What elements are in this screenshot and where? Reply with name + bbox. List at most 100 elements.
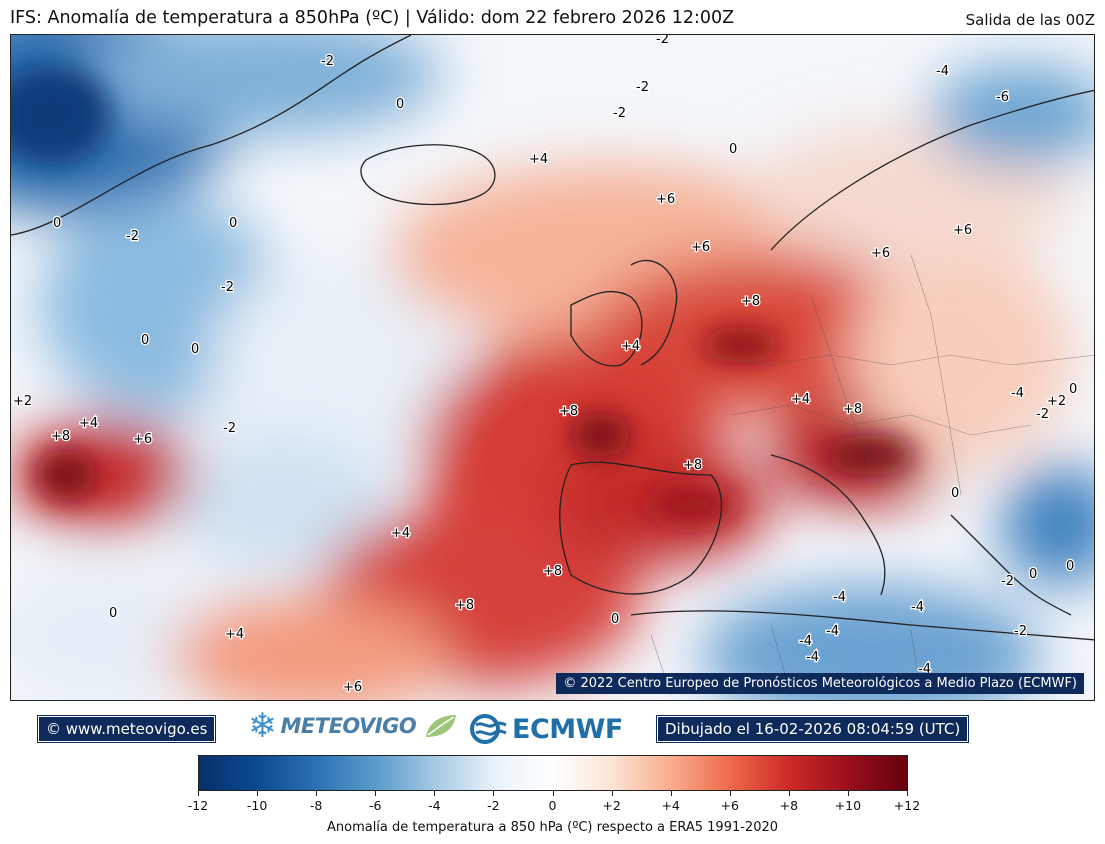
colorbar-tick-label: 0 bbox=[548, 798, 557, 813]
contour-label: -2 bbox=[636, 80, 649, 95]
colorbar-tick bbox=[552, 791, 554, 796]
contour-label: -4 bbox=[826, 624, 839, 639]
contour-label: -4 bbox=[799, 634, 812, 649]
colorbar-tick bbox=[493, 791, 495, 796]
contour-label: +4 bbox=[791, 392, 810, 407]
contour-label: +4 bbox=[391, 526, 410, 541]
contour-label: -2 bbox=[1036, 407, 1049, 422]
contour-label: +8 bbox=[51, 429, 70, 444]
colorbar-tick bbox=[611, 791, 613, 796]
contour-label: -2 bbox=[221, 280, 234, 295]
contour-label: 0 bbox=[729, 142, 737, 157]
model-run-label: Salida de las 00Z bbox=[965, 11, 1095, 29]
colorbar-tick-label: -12 bbox=[187, 798, 209, 813]
colorbar-tick-label: -10 bbox=[246, 798, 268, 813]
website-link[interactable]: © www.meteovigo.es bbox=[36, 715, 217, 743]
snowflake-icon: ❄ bbox=[248, 706, 277, 746]
copyright-label: © 2022 Centro Europeo de Pronósticos Met… bbox=[556, 673, 1084, 694]
colorbar-tick bbox=[907, 791, 908, 796]
contour-label: -2 bbox=[1001, 574, 1014, 589]
colorbar-tick-label: -8 bbox=[309, 798, 323, 813]
drawn-timestamp: Dibujado el 16-02-2026 08:04:59 (UTC) bbox=[655, 715, 970, 743]
colorbar-tick-label: -2 bbox=[487, 798, 500, 813]
contour-labels: -2 -2 -2 -2 -6 -4 0 0 +4 0 +6 +6 +6 +6 -… bbox=[12, 35, 1079, 696]
contour-label: -4 bbox=[936, 64, 949, 79]
colorbar-title: Anomalía de temperatura a 850 hPa (ºC) r… bbox=[326, 820, 779, 835]
colorbar-tick bbox=[788, 791, 790, 796]
contour-label: -4 bbox=[1011, 386, 1024, 401]
colorbar-tick bbox=[729, 791, 731, 796]
contour-label: -4 bbox=[833, 590, 846, 605]
greenland-coast bbox=[11, 35, 412, 236]
colorbar-tick bbox=[375, 791, 377, 796]
contour-label: 0 bbox=[141, 333, 149, 348]
contour-label: +4 bbox=[529, 152, 548, 167]
colorbar-tick bbox=[847, 791, 849, 796]
iceland-coast bbox=[360, 144, 496, 206]
colorbar bbox=[198, 755, 908, 791]
contour-label: 0 bbox=[191, 342, 199, 357]
contour-label: +2 bbox=[1047, 394, 1066, 409]
colorbar-ticks: -12 -10 -8 -6 -4 -2 0 +2 +4 +6 +8 +10 +12 bbox=[188, 791, 920, 813]
contour-label: -2 bbox=[1014, 624, 1027, 639]
colorbar-tick bbox=[316, 791, 318, 796]
map-title: IFS: Anomalía de temperatura a 850hPa (º… bbox=[10, 8, 735, 28]
contour-label: 0 bbox=[109, 606, 117, 621]
colorbar-tick-label: -6 bbox=[369, 798, 382, 813]
contour-label: +6 bbox=[343, 680, 362, 695]
colorbar-tick-label: +8 bbox=[779, 798, 799, 813]
colorbar-tick-label: -4 bbox=[428, 798, 441, 813]
contour-label: -6 bbox=[996, 90, 1009, 105]
colorbar-tick-label: +2 bbox=[602, 798, 621, 813]
contour-label: +4 bbox=[621, 339, 640, 354]
contour-label: 0 bbox=[611, 612, 619, 627]
meteovigo-logo-text: METEOVIGO bbox=[280, 714, 417, 738]
contour-label: 0 bbox=[951, 486, 959, 501]
ireland-coast bbox=[570, 290, 643, 367]
contour-label: 0 bbox=[1029, 567, 1037, 582]
colorbar-tick bbox=[257, 791, 259, 796]
contour-label: +8 bbox=[683, 458, 702, 473]
contour-label: -2 bbox=[613, 106, 626, 121]
contour-label: +8 bbox=[559, 404, 578, 419]
contour-label: +6 bbox=[656, 192, 675, 207]
ecmwf-logo-icon bbox=[470, 714, 507, 744]
colorbar-tick bbox=[670, 791, 672, 796]
contour-label: -4 bbox=[806, 650, 819, 665]
contour-label: -2 bbox=[656, 35, 669, 47]
iberia-coast bbox=[559, 461, 723, 595]
meteovigo-logo: ❄ METEOVIGO bbox=[248, 704, 458, 748]
colorbar-tick-label: +12 bbox=[893, 798, 921, 813]
contour-label: +6 bbox=[871, 246, 890, 261]
contour-label: +6 bbox=[691, 240, 710, 255]
contour-label: 0 bbox=[1069, 382, 1077, 397]
contour-label: 0 bbox=[53, 216, 61, 231]
north-africa-coast bbox=[630, 610, 1094, 641]
contour-label: -2 bbox=[223, 421, 236, 436]
leaf-icon bbox=[426, 715, 457, 737]
anomaly-cores bbox=[11, 65, 916, 523]
coastlines bbox=[11, 35, 1094, 641]
colorbar-tick-label: +6 bbox=[720, 798, 739, 813]
britain-coast bbox=[630, 259, 678, 366]
contour-label: 0 bbox=[1066, 559, 1074, 574]
anomaly-map: -2 -2 -2 -2 -6 -4 0 0 +4 0 +6 +6 +6 +6 -… bbox=[10, 34, 1095, 701]
contour-label: +8 bbox=[543, 564, 562, 579]
contour-label: +8 bbox=[741, 294, 760, 309]
contour-label: -2 bbox=[126, 229, 139, 244]
colorbar-tick-label: +10 bbox=[834, 798, 862, 813]
contour-label: +4 bbox=[79, 416, 98, 431]
contour-label: +8 bbox=[843, 402, 862, 417]
contour-label: +6 bbox=[953, 223, 972, 238]
contour-label: +8 bbox=[455, 598, 474, 613]
contour-label: +2 bbox=[13, 394, 32, 409]
italy-coast bbox=[770, 454, 886, 596]
greece-coast bbox=[950, 514, 1072, 616]
contour-label: 0 bbox=[396, 97, 404, 112]
colorbar-tick-label: +4 bbox=[661, 798, 680, 813]
contour-label: -2 bbox=[321, 54, 334, 69]
ecmwf-logo: ECMWF bbox=[470, 712, 623, 746]
contour-label: 0 bbox=[229, 216, 237, 231]
borders bbox=[650, 254, 1094, 696]
scandinavia-coast bbox=[770, 89, 1094, 251]
